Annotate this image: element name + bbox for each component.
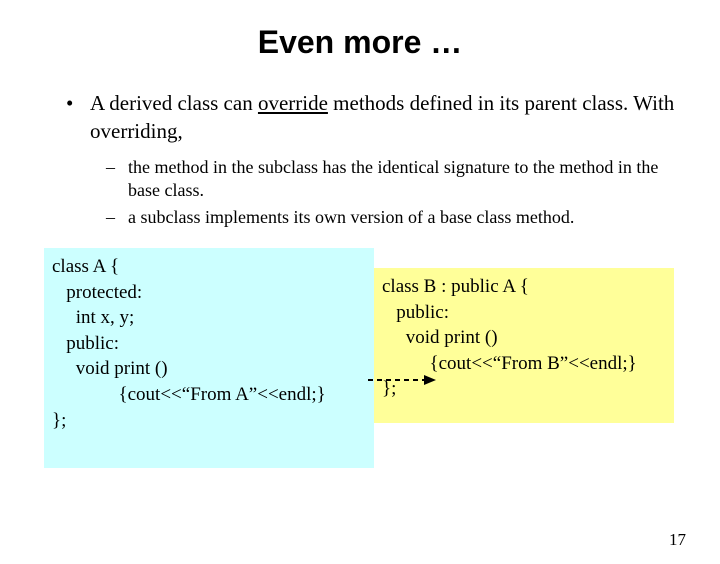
bullet-prefix: A derived class can [90,91,258,115]
main-bullet: • A derived class can override methods d… [66,89,676,146]
sub-bullet-marker: – [106,206,128,229]
code-row: class A { protected: int x, y; public: v… [44,248,676,468]
page-number: 17 [669,530,686,550]
sub-bullet: – the method in the subclass has the ide… [106,156,676,203]
main-bullet-text: A derived class can override methods def… [90,89,676,146]
bullet-underlined: override [258,91,328,115]
code-block-b: class B : public A { public: void print … [374,268,674,423]
sub-bullet-text: the method in the subclass has the ident… [128,156,676,203]
slide-title: Even more … [0,24,720,61]
sub-bullet-marker: – [106,156,128,203]
bullet-marker: • [66,89,90,146]
slide-content: • A derived class can override methods d… [0,89,720,468]
sub-bullet: – a subclass implements its own version … [106,206,676,229]
code-block-a: class A { protected: int x, y; public: v… [44,248,374,468]
sub-bullet-text: a subclass implements its own version of… [128,206,676,229]
sub-bullet-list: – the method in the subclass has the ide… [106,156,676,230]
